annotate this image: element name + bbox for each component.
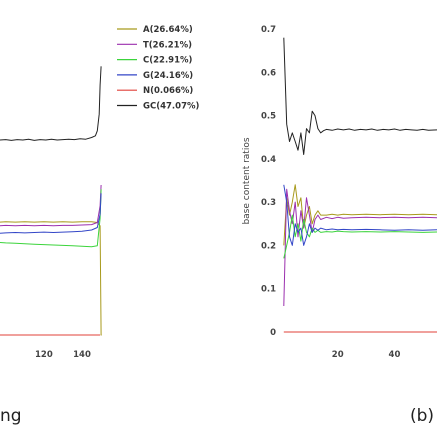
series-line-4 xyxy=(283,184,437,246)
x-tick-label: 20 xyxy=(332,350,344,360)
y-tick-label: 0.1 xyxy=(261,285,276,295)
legend-label: A(26.64%) xyxy=(143,25,193,35)
series-line-t-26-21 xyxy=(0,184,102,227)
series-line-c-22-91 xyxy=(0,189,102,248)
series-line-6 xyxy=(283,37,437,155)
legend-label: G(24.16%) xyxy=(143,71,193,81)
y-tick-label: 0.5 xyxy=(261,112,276,122)
series-line-gc-47-07 xyxy=(0,66,102,141)
y-tick-label: 0.3 xyxy=(261,198,276,208)
y-axis-label: base content ratios xyxy=(242,137,252,224)
y-tick-label: 0.4 xyxy=(261,155,276,165)
series-line-g-24-16 xyxy=(0,193,102,234)
legend-label: N(0.066%) xyxy=(143,86,193,96)
series-line-1 xyxy=(283,184,437,246)
x-tick-label: 120 xyxy=(35,350,53,360)
caption-fragment: ng xyxy=(0,406,22,426)
x-tick-label: 40 xyxy=(389,350,401,360)
x-tick-label: 140 xyxy=(73,350,91,360)
caption-b: (b) xyxy=(410,406,434,426)
y-tick-label: 0.7 xyxy=(261,25,276,35)
legend-label: C(22.91%) xyxy=(143,56,193,66)
y-tick-label: 0.6 xyxy=(261,68,276,78)
panel-a: 120 140 A(26.64%) T(26.21%) C(22.91%) G(24.16… xyxy=(0,25,200,426)
panel-b: 0 0.1 0.2 0.3 0.4 0.5 0.6 0.7 20 40 base content r… xyxy=(242,25,437,426)
legend-label: T(26.21%) xyxy=(143,40,192,50)
series-line-2 xyxy=(283,188,437,307)
y-tick-label: 0 xyxy=(270,328,276,338)
series-line-a-26-64 xyxy=(0,221,102,336)
legend-label: GC(47.07%) xyxy=(143,102,200,112)
y-tick-label: 0.2 xyxy=(261,241,276,251)
